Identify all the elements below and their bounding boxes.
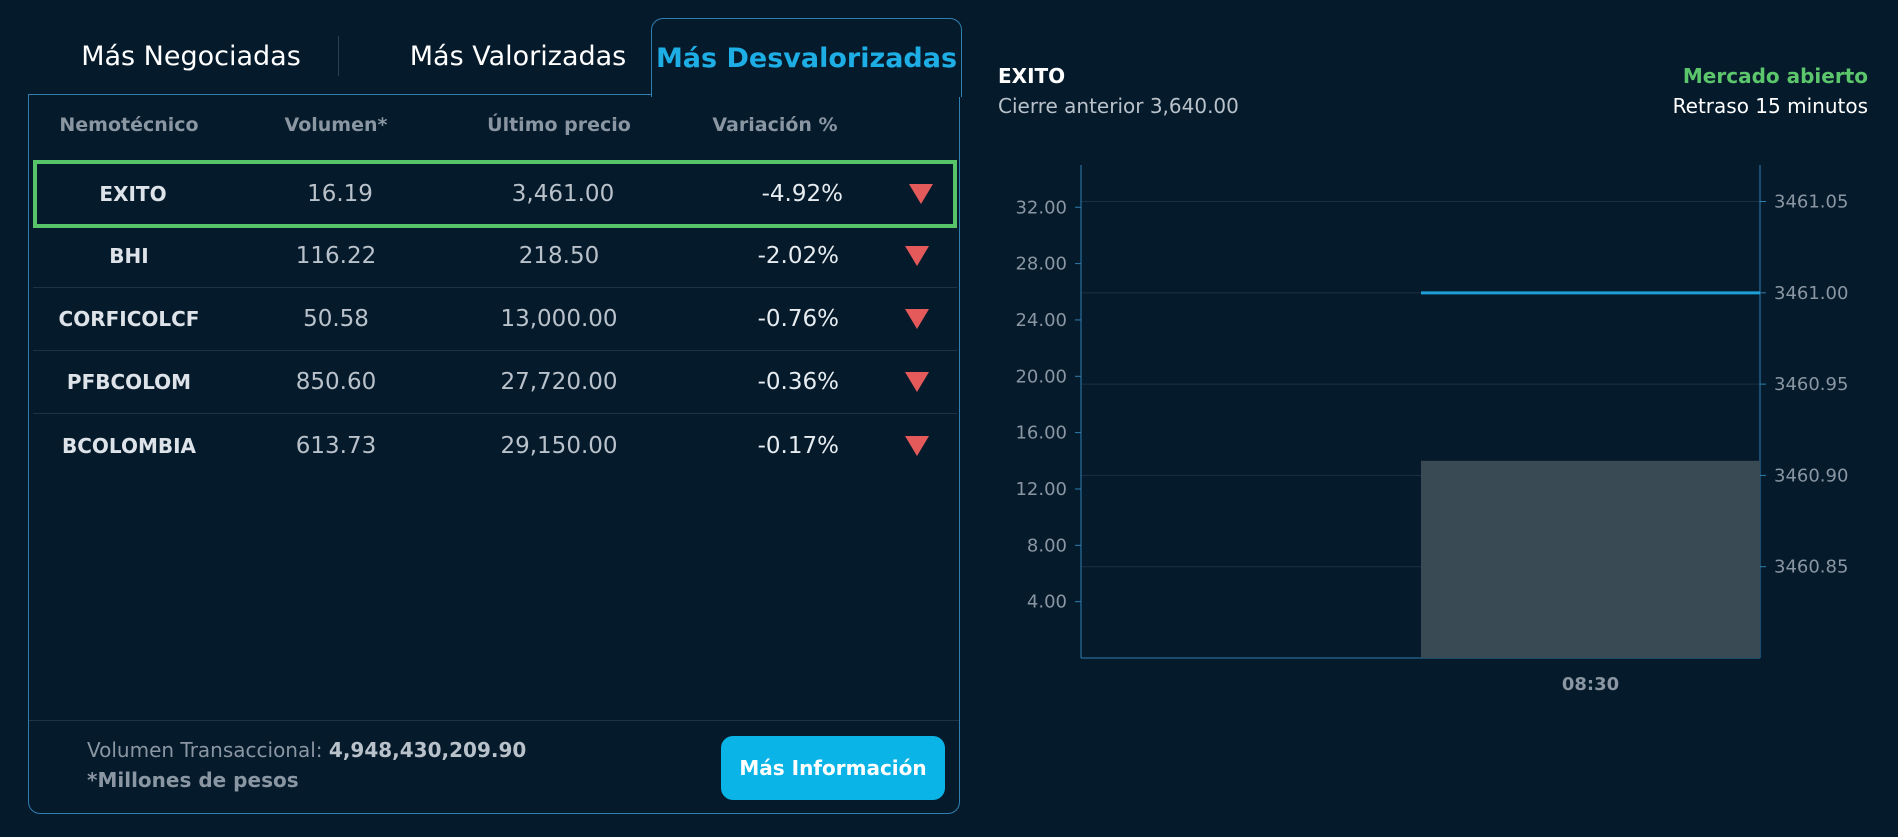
units-note: *Millones de pesos [87,768,299,792]
row-change: -0.36% [757,369,839,395]
down-arrow-icon [909,164,933,224]
row-volume: 850.60 [295,369,377,395]
panel-border [28,94,651,95]
volume-bar [1421,460,1760,658]
row-price: 29,150.00 [500,432,618,459]
more-info-button[interactable]: Más Información [721,736,945,800]
row-change: -0.17% [757,432,839,459]
x-tick-label: 08:30 [1562,674,1619,695]
transaction-volume: Volumen Transaccional: 4,948,430,209.90 [87,738,526,762]
left-tick-label: 32.00 [1015,197,1067,218]
right-tick-label: 3460.95 [1774,374,1848,395]
delay-note: Retraso 15 minutos [1672,94,1868,118]
row-symbol: PFBCOLOM [66,370,192,394]
tab-bar: Más Negociadas Más Valorizadas Más Desva… [28,18,962,97]
table-row[interactable]: PFBCOLOM 850.60 27,720.00 -0.36% [33,351,957,414]
right-tick-label: 3460.85 [1774,557,1848,578]
row-volume: 50.58 [303,306,369,332]
row-symbol: CORFICOLCF [58,307,200,331]
table-body: EXITO 16.19 3,461.00 -4.92% BHI 116.22 2… [33,160,957,477]
table-row[interactable]: BCOLOMBIA 613.73 29,150.00 -0.17% [33,414,957,477]
row-volume: 116.22 [295,243,377,269]
tab-divider [338,36,339,76]
row-change: -2.02% [757,243,839,269]
left-tick-label: 20.00 [1015,366,1067,387]
down-arrow-icon [905,225,929,287]
table-row[interactable]: EXITO 16.19 3,461.00 -4.92% [33,160,957,228]
left-tick-label: 28.00 [1015,254,1067,275]
row-price: 27,720.00 [500,369,618,395]
row-price: 13,000.00 [500,306,618,332]
row-volume: 16.19 [307,181,373,207]
header-ultimo-precio: Último precio [487,114,631,136]
stock-table-panel: Nemotécnico Volumen* Último precio Varia… [28,94,960,814]
table-header: Nemotécnico Volumen* Último precio Varia… [29,114,959,154]
left-tick-label: 16.00 [1015,423,1067,444]
header-volumen: Volumen* [284,114,388,136]
market-status: Mercado abierto [1682,64,1868,88]
chart-symbol: EXITO [998,64,1066,88]
header-variacion: Variación % [712,114,838,136]
tab-mas-negociadas[interactable]: Más Negociadas [81,40,301,72]
row-volume: 613.73 [295,432,377,459]
row-price: 3,461.00 [511,181,615,207]
down-arrow-icon [905,414,929,477]
footer-divider [29,720,959,721]
table-row[interactable]: BHI 116.22 218.50 -2.02% [33,225,957,288]
left-tick-label: 8.00 [1027,535,1067,556]
left-tick-label: 24.00 [1015,310,1067,331]
tab-mas-desvalorizadas[interactable]: Más Desvalorizadas [651,18,962,97]
volume-value: 4,948,430,209.90 [328,738,527,762]
right-tick-label: 3461.05 [1774,192,1848,213]
right-tick-label: 3461.00 [1774,283,1848,304]
row-symbol: BCOLOMBIA [61,433,197,458]
down-arrow-icon [905,288,929,350]
row-change: -0.76% [757,306,839,332]
volume-label: Volumen Transaccional: [87,738,323,762]
left-tick-label: 4.00 [1027,592,1067,613]
row-symbol: EXITO [99,182,167,206]
table-row[interactable]: CORFICOLCF 50.58 13,000.00 -0.76% [33,288,957,351]
previous-close: Cierre anterior 3,640.00 [998,94,1239,118]
row-change: -4.92% [761,181,843,207]
header-nemotecnico: Nemotécnico [59,114,199,136]
row-price: 218.50 [518,243,600,269]
row-symbol: BHI [109,244,149,268]
tab-mas-valorizadas[interactable]: Más Valorizadas [409,40,627,72]
down-arrow-icon [905,351,929,413]
left-tick-label: 12.00 [1015,479,1067,500]
right-tick-label: 3460.90 [1774,465,1848,486]
